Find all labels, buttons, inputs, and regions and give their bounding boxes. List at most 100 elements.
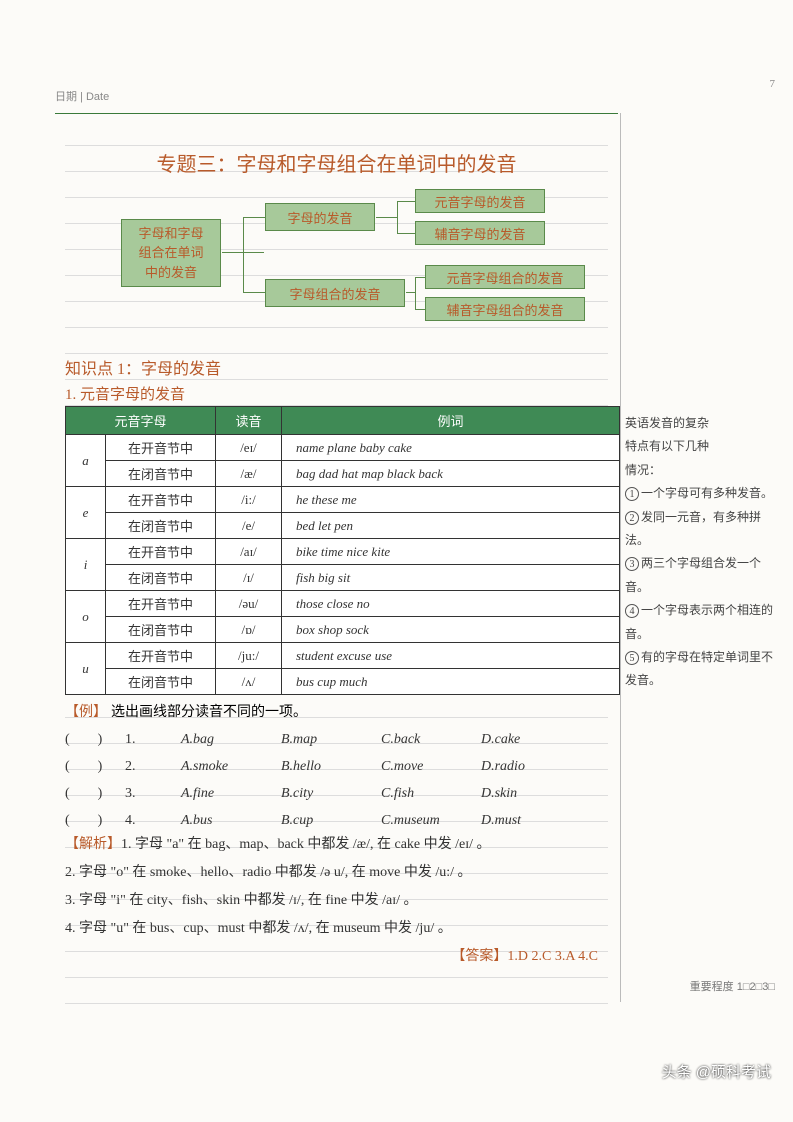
node-c1: 元音字母的发音 — [415, 189, 545, 213]
cell-ctx: 在闭音节中 — [106, 565, 216, 591]
cell-ex: those close no — [282, 591, 620, 617]
cell-ctx: 在闭音节中 — [106, 617, 216, 643]
cell-ctx: 在开音节中 — [106, 487, 216, 513]
table-row: i在开音节中/aɪ/bike time nice kite — [66, 539, 620, 565]
cell-ctx: 在开音节中 — [106, 591, 216, 617]
sub-heading: 1. 元音字母的发音 — [65, 383, 608, 404]
edge — [397, 201, 415, 202]
cell-sound: /ju:/ — [216, 643, 282, 669]
cell-letter: u — [66, 643, 106, 695]
question-row: ( )3.A.fineB.cityC.fishD.skin — [65, 782, 608, 802]
node-c4: 辅音字母组合的发音 — [425, 297, 585, 321]
edge — [415, 277, 425, 278]
sidebar-intro: 英语发音的复杂 特点有以下几种 情况： — [625, 412, 775, 482]
analysis-line: 4. 字母 "u" 在 bus、cup、must 中都发 /ʌ/, 在 muse… — [65, 921, 452, 936]
table-row: o在开音节中/əu/those close no — [66, 591, 620, 617]
sidebar-item: 3两三个字母组合发一个音。 — [625, 552, 775, 599]
table-header-row: 元音字母 读音 例词 — [66, 407, 620, 435]
cell-sound: /e/ — [216, 513, 282, 539]
th-letter: 元音字母 — [66, 407, 216, 435]
cell-ctx: 在开音节中 — [106, 539, 216, 565]
importance-rating: 重要程度 1□2□3□ — [690, 978, 775, 994]
concept-diagram: 字母和字母 组合在单词 中的发音 字母的发音 字母组合的发音 元音字母的发音 辅… — [65, 189, 608, 349]
analysis-line: 1. 字母 "a" 在 bag、map、back 中都发 /æ/, 在 cake… — [121, 837, 491, 852]
node-b2: 字母组合的发音 — [265, 279, 405, 307]
watermark: 头条 @硕科考试 — [662, 1061, 771, 1082]
node-c3: 元音字母组合的发音 — [425, 265, 585, 289]
table-row: 在闭音节中/æ/bag dad hat map black back — [66, 461, 620, 487]
cell-ex: box shop sock — [282, 617, 620, 643]
cell-sound: /ɒ/ — [216, 617, 282, 643]
cell-sound: /aɪ/ — [216, 539, 282, 565]
cell-ex: student excuse use — [282, 643, 620, 669]
cell-ex: bag dad hat map black back — [282, 461, 620, 487]
analysis-line: 3. 字母 "i" 在 city、fish、skin 中都发 /ɪ/, 在 fi… — [65, 893, 417, 908]
sidebar-item: 1一个字母可有多种发音。 — [625, 482, 775, 505]
question-row: ( )1.A.bagB.mapC.backD.cake — [65, 728, 608, 748]
analysis-line: 2. 字母 "o" 在 smoke、hello、radio 中都发 /ə u/,… — [65, 865, 472, 880]
answer-block: 【答案】1.D 2.C 3.A 4.C — [65, 945, 608, 965]
table-row: u在开音节中/ju:/student excuse use — [66, 643, 620, 669]
edge — [397, 201, 398, 234]
table-row: 在闭音节中/e/bed let pen — [66, 513, 620, 539]
cell-letter: e — [66, 487, 106, 539]
cell-ex: fish big sit — [282, 565, 620, 591]
cell-sound: /i:/ — [216, 487, 282, 513]
top-rule — [55, 113, 618, 114]
edge — [243, 292, 265, 293]
page-number: 7 — [770, 78, 776, 90]
knowledge-point-heading: 知识点 1：字母的发音 — [65, 355, 608, 379]
sidebar-item: 2发同一元音，有多种拼法。 — [625, 506, 775, 553]
cell-sound: /æ/ — [216, 461, 282, 487]
page: 7 日期 | Date 专题三：字母和字母组合在单词中的发音 字母和字母 组合在… — [0, 0, 793, 1122]
cell-sound: /ʌ/ — [216, 669, 282, 695]
cell-letter: i — [66, 539, 106, 591]
cell-sound: /eɪ/ — [216, 435, 282, 461]
edge — [376, 217, 398, 218]
edge — [415, 309, 425, 310]
table-row: a在开音节中/eɪ/name plane baby cake — [66, 435, 620, 461]
node-c2: 辅音字母的发音 — [415, 221, 545, 245]
edge — [243, 217, 265, 218]
question-row: ( )2.A.smokeB.helloC.moveD.radio — [65, 755, 608, 775]
cell-sound: /əu/ — [216, 591, 282, 617]
th-example: 例词 — [282, 407, 620, 435]
example-label: 【例】 — [65, 705, 107, 720]
analysis-label: 【解析】 — [65, 837, 121, 852]
cell-ex: he these me — [282, 487, 620, 513]
cell-letter: a — [66, 435, 106, 487]
answer-text: 1.D 2.C 3.A 4.C — [507, 949, 598, 964]
cell-ctx: 在闭音节中 — [106, 461, 216, 487]
date-label: 日期 | Date — [55, 88, 109, 104]
main-content: 专题三：字母和字母组合在单词中的发音 字母和字母 组合在单词 中的发音 字母的发… — [65, 120, 608, 1012]
table-row: 在闭音节中/ɒ/box shop sock — [66, 617, 620, 643]
edge — [397, 233, 415, 234]
answer-label: 【答案】 — [451, 949, 507, 964]
example-prompt: 选出画线部分读音不同的一项。 — [111, 705, 307, 720]
vowel-table: 元音字母 读音 例词 a在开音节中/eɪ/name plane baby cak… — [65, 406, 620, 695]
cell-ctx: 在闭音节中 — [106, 669, 216, 695]
question-row: ( )4.A.busB.cupC.museumD.must — [65, 809, 608, 829]
cell-ctx: 在闭音节中 — [106, 513, 216, 539]
cell-ex: name plane baby cake — [282, 435, 620, 461]
table-row: e在开音节中/i:/he these me — [66, 487, 620, 513]
edge — [415, 277, 416, 310]
th-sound: 读音 — [216, 407, 282, 435]
cell-sound: /ɪ/ — [216, 565, 282, 591]
analysis-block: 【解析】1. 字母 "a" 在 bag、map、back 中都发 /æ/, 在 … — [65, 831, 608, 943]
node-root: 字母和字母 组合在单词 中的发音 — [121, 219, 221, 287]
node-b1: 字母的发音 — [265, 203, 375, 231]
table-row: 在闭音节中/ʌ/bus cup much — [66, 669, 620, 695]
margin-note: 英语发音的复杂 特点有以下几种 情况： 1一个字母可有多种发音。 2发同一元音，… — [625, 412, 775, 693]
sidebar-item: 4一个字母表示两个相连的音。 — [625, 599, 775, 646]
cell-ex: bike time nice kite — [282, 539, 620, 565]
table-row: 在闭音节中/ɪ/fish big sit — [66, 565, 620, 591]
sidebar-item: 5有的字母在特定单词里不发音。 — [625, 646, 775, 693]
cell-ctx: 在开音节中 — [106, 435, 216, 461]
cell-letter: o — [66, 591, 106, 643]
cell-ex: bus cup much — [282, 669, 620, 695]
cell-ctx: 在开音节中 — [106, 643, 216, 669]
cell-ex: bed let pen — [282, 513, 620, 539]
example-block: 【例】 选出画线部分读音不同的一项。 — [65, 701, 608, 721]
margin-divider — [620, 113, 621, 1002]
